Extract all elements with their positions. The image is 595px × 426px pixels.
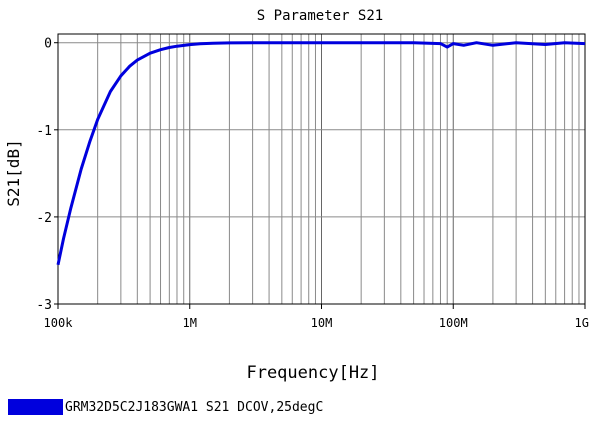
chart-title: S Parameter S21 bbox=[257, 8, 383, 24]
y-tick-label: -2 bbox=[36, 211, 52, 226]
y-tick-label: 0 bbox=[44, 37, 52, 52]
legend: GRM32D5C2J183GWA1 S21 DCOV,25degC bbox=[8, 396, 323, 418]
legend-label: GRM32D5C2J183GWA1 S21 DCOV,25degC bbox=[65, 399, 324, 415]
grid bbox=[57, 34, 585, 305]
legend-swatch bbox=[8, 399, 63, 415]
series-line-0 bbox=[56, 41, 586, 266]
x-axis-ticks: 100k 1M 10M 100M 1G bbox=[44, 304, 589, 330]
y-tick-label: -1 bbox=[36, 124, 52, 139]
x-tick-label: 1G bbox=[575, 316, 589, 330]
x-axis-label: Frequency[Hz] bbox=[246, 363, 379, 383]
series-layer bbox=[56, 41, 586, 266]
x-tick-label: 10M bbox=[311, 316, 333, 330]
x-tick-label: 1M bbox=[183, 316, 197, 330]
y-tick-label: -3 bbox=[36, 298, 52, 313]
x-tick-label: 100M bbox=[439, 316, 468, 330]
y-axis-ticks: 0 -1 -2 -3 bbox=[36, 37, 58, 313]
y-axis-label: S21[dB] bbox=[4, 139, 23, 206]
x-tick-label: 100k bbox=[44, 316, 74, 330]
